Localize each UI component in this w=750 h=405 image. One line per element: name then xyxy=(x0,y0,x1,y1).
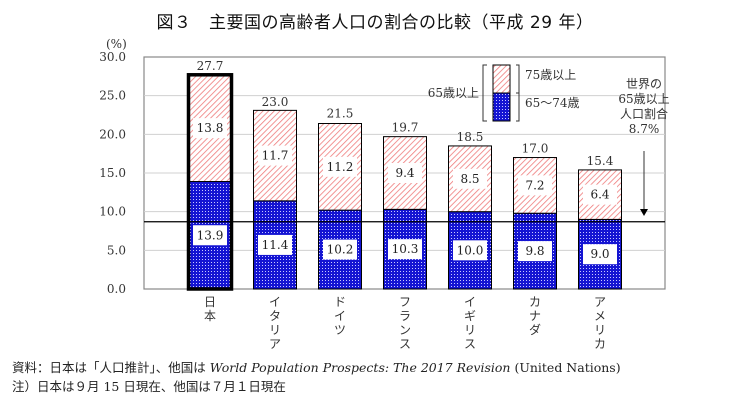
x-tick-label-char: ア xyxy=(594,295,606,309)
legend-group-label: 65歳以上 xyxy=(428,86,479,100)
bar-label-75-plus-bg xyxy=(193,118,227,139)
x-tick-label-char: イ xyxy=(269,295,281,309)
source-prefix: 資料：日本は「人口推計」、他国は xyxy=(12,360,210,375)
bar-label-65-74-bg xyxy=(388,239,422,260)
bar-label-65-74: 9.8 xyxy=(525,244,544,258)
x-tick-label-char: ラ xyxy=(399,309,411,323)
bar-highlight-border xyxy=(186,73,234,291)
bar-label-75-plus-bg xyxy=(388,163,422,183)
bar-total-label: 15.4 xyxy=(587,154,614,168)
bar-label-75-plus-bg xyxy=(518,175,552,196)
reference-annotation-line: 世界の xyxy=(626,77,662,91)
x-tick-label-char: ツ xyxy=(334,323,346,337)
bar-label-75-plus: 8.5 xyxy=(460,172,479,186)
bar-label-75-plus: 11.7 xyxy=(262,149,289,163)
bar-total-label: 19.7 xyxy=(392,121,419,135)
bar-label-65-74-bg xyxy=(518,241,552,262)
bar-label-75-plus: 7.2 xyxy=(525,178,544,192)
bar-label-65-74: 10.2 xyxy=(327,243,354,257)
x-tick-label-char: ダ xyxy=(529,322,541,337)
bar-label-75-plus: 9.4 xyxy=(395,166,414,180)
bar-label-65-74: 9.0 xyxy=(590,247,609,261)
y-tick-label: 20.0 xyxy=(99,127,126,141)
bar-total-label: 23.0 xyxy=(262,95,289,109)
x-tick-label-char: フ xyxy=(399,295,411,309)
y-tick-label: 10.0 xyxy=(99,205,126,219)
x-tick-label-char: ギ xyxy=(464,309,476,323)
bar-label-65-74: 13.9 xyxy=(197,228,224,242)
x-tick-label-char: イ xyxy=(334,309,346,323)
bar-label-75-plus: 6.4 xyxy=(590,188,609,202)
x-tick-label-char: カ xyxy=(594,337,606,351)
bar-label-75-plus-bg xyxy=(453,168,487,189)
bar-label-65-74: 10.3 xyxy=(392,242,419,256)
bar-label-75-plus: 11.2 xyxy=(327,160,354,174)
legend-label-65-74: 65～74歳 xyxy=(525,96,580,110)
x-tick-label-char: イ xyxy=(464,295,476,309)
x-tick-label-char: リ xyxy=(464,323,476,337)
y-tick-label: 0.0 xyxy=(107,282,126,296)
x-tick-label-char: リ xyxy=(269,323,281,337)
bar-label-75-plus-bg xyxy=(323,156,357,177)
bar-total-label: 21.5 xyxy=(327,107,354,121)
legend-label-75-plus: 75歳以上 xyxy=(525,68,576,82)
chart-title: 図３ 主要国の高齢者人口の割合の比較（平成 29 年） xyxy=(156,13,594,33)
x-tick-label-char: ア xyxy=(269,337,281,351)
x-tick-label-char: カ xyxy=(529,295,541,309)
bar-label-75-plus-bg xyxy=(583,184,617,205)
bar-label-65-74-bg xyxy=(258,234,292,255)
reference-annotation-line: 人口割合 xyxy=(620,106,668,121)
y-tick-label: 15.0 xyxy=(99,166,126,180)
bar-label-75-plus: 13.8 xyxy=(197,121,224,135)
x-tick-label-char: タ xyxy=(269,309,281,323)
legend-swatch-75-plus xyxy=(492,64,511,94)
legend-swatch-65-74 xyxy=(492,92,511,122)
bar-label-65-74-bg xyxy=(453,240,487,261)
x-tick-label-char: ン xyxy=(399,323,411,337)
x-tick-label-char: 日 xyxy=(204,295,216,309)
stacked-bar-chart: 0.0 5.0 10.0 15.0 20.0 25.0 30.0 13.9 13.8 27.7 日本… xyxy=(99,37,669,351)
x-tick-label-char: ス xyxy=(399,337,411,351)
bar-label-65-74: 10.0 xyxy=(457,243,484,257)
reference-arrow-head xyxy=(640,209,648,216)
bar-total-label: 17.0 xyxy=(522,142,549,156)
y-tick-label: 30.0 xyxy=(99,50,126,64)
source-title: World Population Prospects: The 2017 Rev… xyxy=(209,360,511,375)
x-tick-label-char: ス xyxy=(464,337,476,351)
bar-label-65-74-bg xyxy=(583,244,617,265)
y-tick-label: 5.0 xyxy=(107,243,126,257)
source-note: 資料：日本は「人口推計」、他国は World Population Prospe… xyxy=(12,357,621,376)
reference-annotation-line: 8.7% xyxy=(629,122,660,136)
x-tick-label-char: ナ xyxy=(529,309,541,323)
x-tick-label-char: メ xyxy=(594,309,606,323)
legend-entry-bracket xyxy=(516,64,520,122)
bar-total-label: 27.7 xyxy=(197,59,224,73)
bar-total-label: 18.5 xyxy=(457,130,484,144)
source-suffix: (United Nations) xyxy=(510,360,621,375)
x-tick-label-char: 本 xyxy=(204,309,216,323)
y-axis-unit-label: (%) xyxy=(106,37,127,51)
reference-annotation-line: 65歳以上 xyxy=(618,92,669,106)
legend-group-bracket xyxy=(482,64,487,122)
x-tick-label-char: ド xyxy=(334,295,346,309)
y-tick-label: 25.0 xyxy=(99,89,126,103)
bar-label-65-74-bg xyxy=(323,239,357,260)
footnote: 注）日本は９月 15 日現在、他国は７月１日現在 xyxy=(12,379,286,394)
bar-label-65-74: 11.4 xyxy=(262,238,289,252)
bar-label-75-plus-bg xyxy=(258,145,292,166)
x-tick-label-char: リ xyxy=(594,323,606,337)
bar-label-65-74-bg xyxy=(193,225,227,246)
